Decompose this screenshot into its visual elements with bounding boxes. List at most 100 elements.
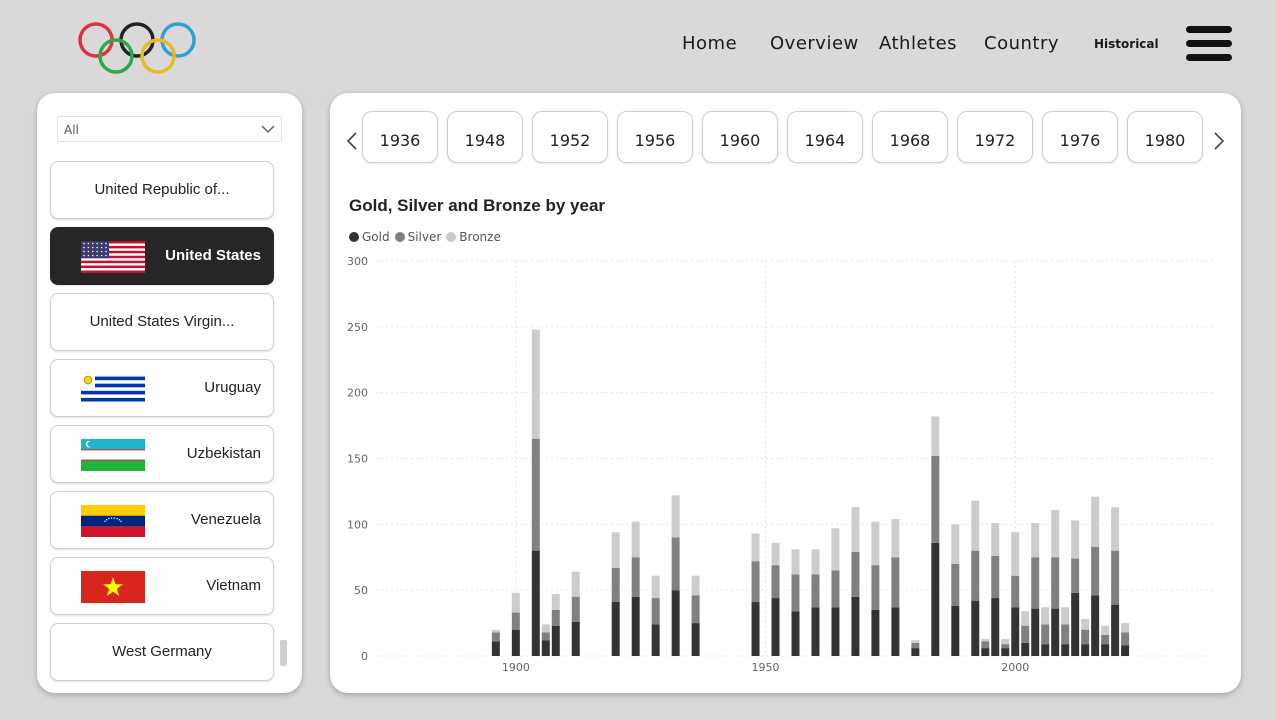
bar-gold[interactable]: [871, 609, 880, 656]
bar-silver[interactable]: [1021, 625, 1030, 643]
bar-silver[interactable]: [981, 641, 990, 649]
bar-bronze[interactable]: [931, 416, 940, 456]
bar-bronze[interactable]: [1031, 523, 1040, 558]
bar-bronze[interactable]: [851, 507, 860, 552]
nav-athletes[interactable]: Athletes: [879, 33, 958, 54]
bar-silver[interactable]: [1081, 629, 1090, 645]
bar-silver[interactable]: [831, 570, 840, 608]
bar-silver[interactable]: [1031, 557, 1040, 609]
bar-bronze[interactable]: [511, 592, 520, 613]
bar-gold[interactable]: [1041, 644, 1050, 656]
bar-bronze[interactable]: [631, 521, 640, 558]
legend-silver[interactable]: Silver: [394, 230, 441, 244]
bar-gold[interactable]: [691, 623, 700, 656]
bar-silver[interactable]: [991, 555, 1000, 599]
bar-bronze[interactable]: [831, 528, 840, 571]
bar-silver[interactable]: [1051, 557, 1060, 609]
bar-silver[interactable]: [1001, 644, 1010, 649]
bar-gold[interactable]: [971, 600, 980, 656]
bar-bronze[interactable]: [1091, 496, 1100, 547]
chevron-left-icon[interactable]: [345, 131, 359, 151]
bar-silver[interactable]: [1041, 624, 1050, 645]
scrollbar-thumb[interactable]: [280, 640, 287, 666]
bar-silver[interactable]: [931, 455, 940, 543]
bar-bronze[interactable]: [1021, 611, 1030, 626]
bar-silver[interactable]: [971, 550, 980, 601]
bar-bronze[interactable]: [671, 495, 680, 538]
bar-gold[interactable]: [611, 602, 620, 656]
year-button[interactable]: 1948: [447, 111, 523, 163]
bar-silver[interactable]: [951, 563, 960, 606]
bar-bronze[interactable]: [541, 624, 550, 633]
bar-bronze[interactable]: [1121, 623, 1130, 633]
country-item[interactable]: United States: [50, 227, 274, 285]
bar-gold[interactable]: [751, 602, 760, 656]
country-item[interactable]: Vietnam: [50, 557, 274, 615]
year-button[interactable]: 1972: [957, 111, 1033, 163]
bar-gold[interactable]: [1111, 604, 1120, 656]
bar-bronze[interactable]: [1041, 607, 1050, 625]
bar-gold[interactable]: [1011, 607, 1020, 656]
country-item[interactable]: Venezuela: [50, 491, 274, 549]
bar-bronze[interactable]: [791, 549, 800, 575]
bar-silver[interactable]: [1091, 546, 1100, 596]
bar-bronze[interactable]: [1081, 619, 1090, 630]
bar-silver[interactable]: [871, 565, 880, 610]
bar-silver[interactable]: [671, 537, 680, 591]
bar-gold[interactable]: [891, 607, 900, 656]
bar-gold[interactable]: [851, 596, 860, 656]
bar-gold[interactable]: [1001, 648, 1010, 656]
bar-bronze[interactable]: [1011, 532, 1020, 576]
legend-bronze[interactable]: Bronze: [446, 230, 501, 244]
bar-bronze[interactable]: [871, 521, 880, 566]
bar-bronze[interactable]: [1111, 507, 1120, 551]
bar-gold[interactable]: [1051, 608, 1060, 656]
bar-silver[interactable]: [1111, 550, 1120, 605]
bar-gold[interactable]: [1031, 608, 1040, 656]
bar-bronze[interactable]: [1071, 520, 1080, 559]
country-filter-dropdown[interactable]: All: [57, 116, 282, 142]
bar-bronze[interactable]: [751, 533, 760, 562]
bar-bronze[interactable]: [611, 532, 620, 568]
bar-bronze[interactable]: [951, 524, 960, 564]
nav-home[interactable]: Home: [682, 33, 738, 54]
bar-bronze[interactable]: [1001, 638, 1010, 645]
legend-gold[interactable]: Gold: [349, 230, 390, 244]
bar-gold[interactable]: [1081, 644, 1090, 656]
bar-gold[interactable]: [831, 607, 840, 656]
bar-bronze[interactable]: [651, 575, 660, 599]
nav-country[interactable]: Country: [984, 33, 1060, 54]
bar-silver[interactable]: [891, 557, 900, 608]
bar-gold[interactable]: [1091, 595, 1100, 656]
bar-silver[interactable]: [571, 596, 580, 622]
bar-gold[interactable]: [541, 640, 550, 656]
year-button[interactable]: 1976: [1042, 111, 1118, 163]
bar-gold[interactable]: [771, 598, 780, 656]
bar-gold[interactable]: [991, 598, 1000, 656]
bar-silver[interactable]: [1121, 632, 1130, 646]
bar-bronze[interactable]: [891, 519, 900, 558]
bar-silver[interactable]: [491, 632, 500, 642]
country-item[interactable]: West Germany: [50, 623, 274, 681]
bar-silver[interactable]: [531, 438, 540, 551]
bar-bronze[interactable]: [971, 500, 980, 551]
year-button[interactable]: 1956: [617, 111, 693, 163]
bar-gold[interactable]: [981, 648, 990, 656]
year-button[interactable]: 1936: [362, 111, 438, 163]
bar-gold[interactable]: [491, 641, 500, 656]
hamburger-menu-icon[interactable]: [1186, 26, 1232, 62]
bar-bronze[interactable]: [1061, 607, 1070, 625]
bar-silver[interactable]: [811, 574, 820, 608]
nav-historical[interactable]: Historical: [1094, 37, 1159, 51]
bar-gold[interactable]: [1061, 644, 1070, 656]
bar-silver[interactable]: [1011, 575, 1020, 608]
bar-gold[interactable]: [551, 625, 560, 656]
bar-gold[interactable]: [511, 629, 520, 656]
bar-bronze[interactable]: [771, 542, 780, 566]
bar-bronze[interactable]: [491, 629, 500, 633]
chevron-right-icon[interactable]: [1212, 131, 1226, 151]
year-button[interactable]: 1968: [872, 111, 948, 163]
bar-silver[interactable]: [511, 612, 520, 630]
bar-silver[interactable]: [911, 642, 920, 649]
year-button[interactable]: 1952: [532, 111, 608, 163]
